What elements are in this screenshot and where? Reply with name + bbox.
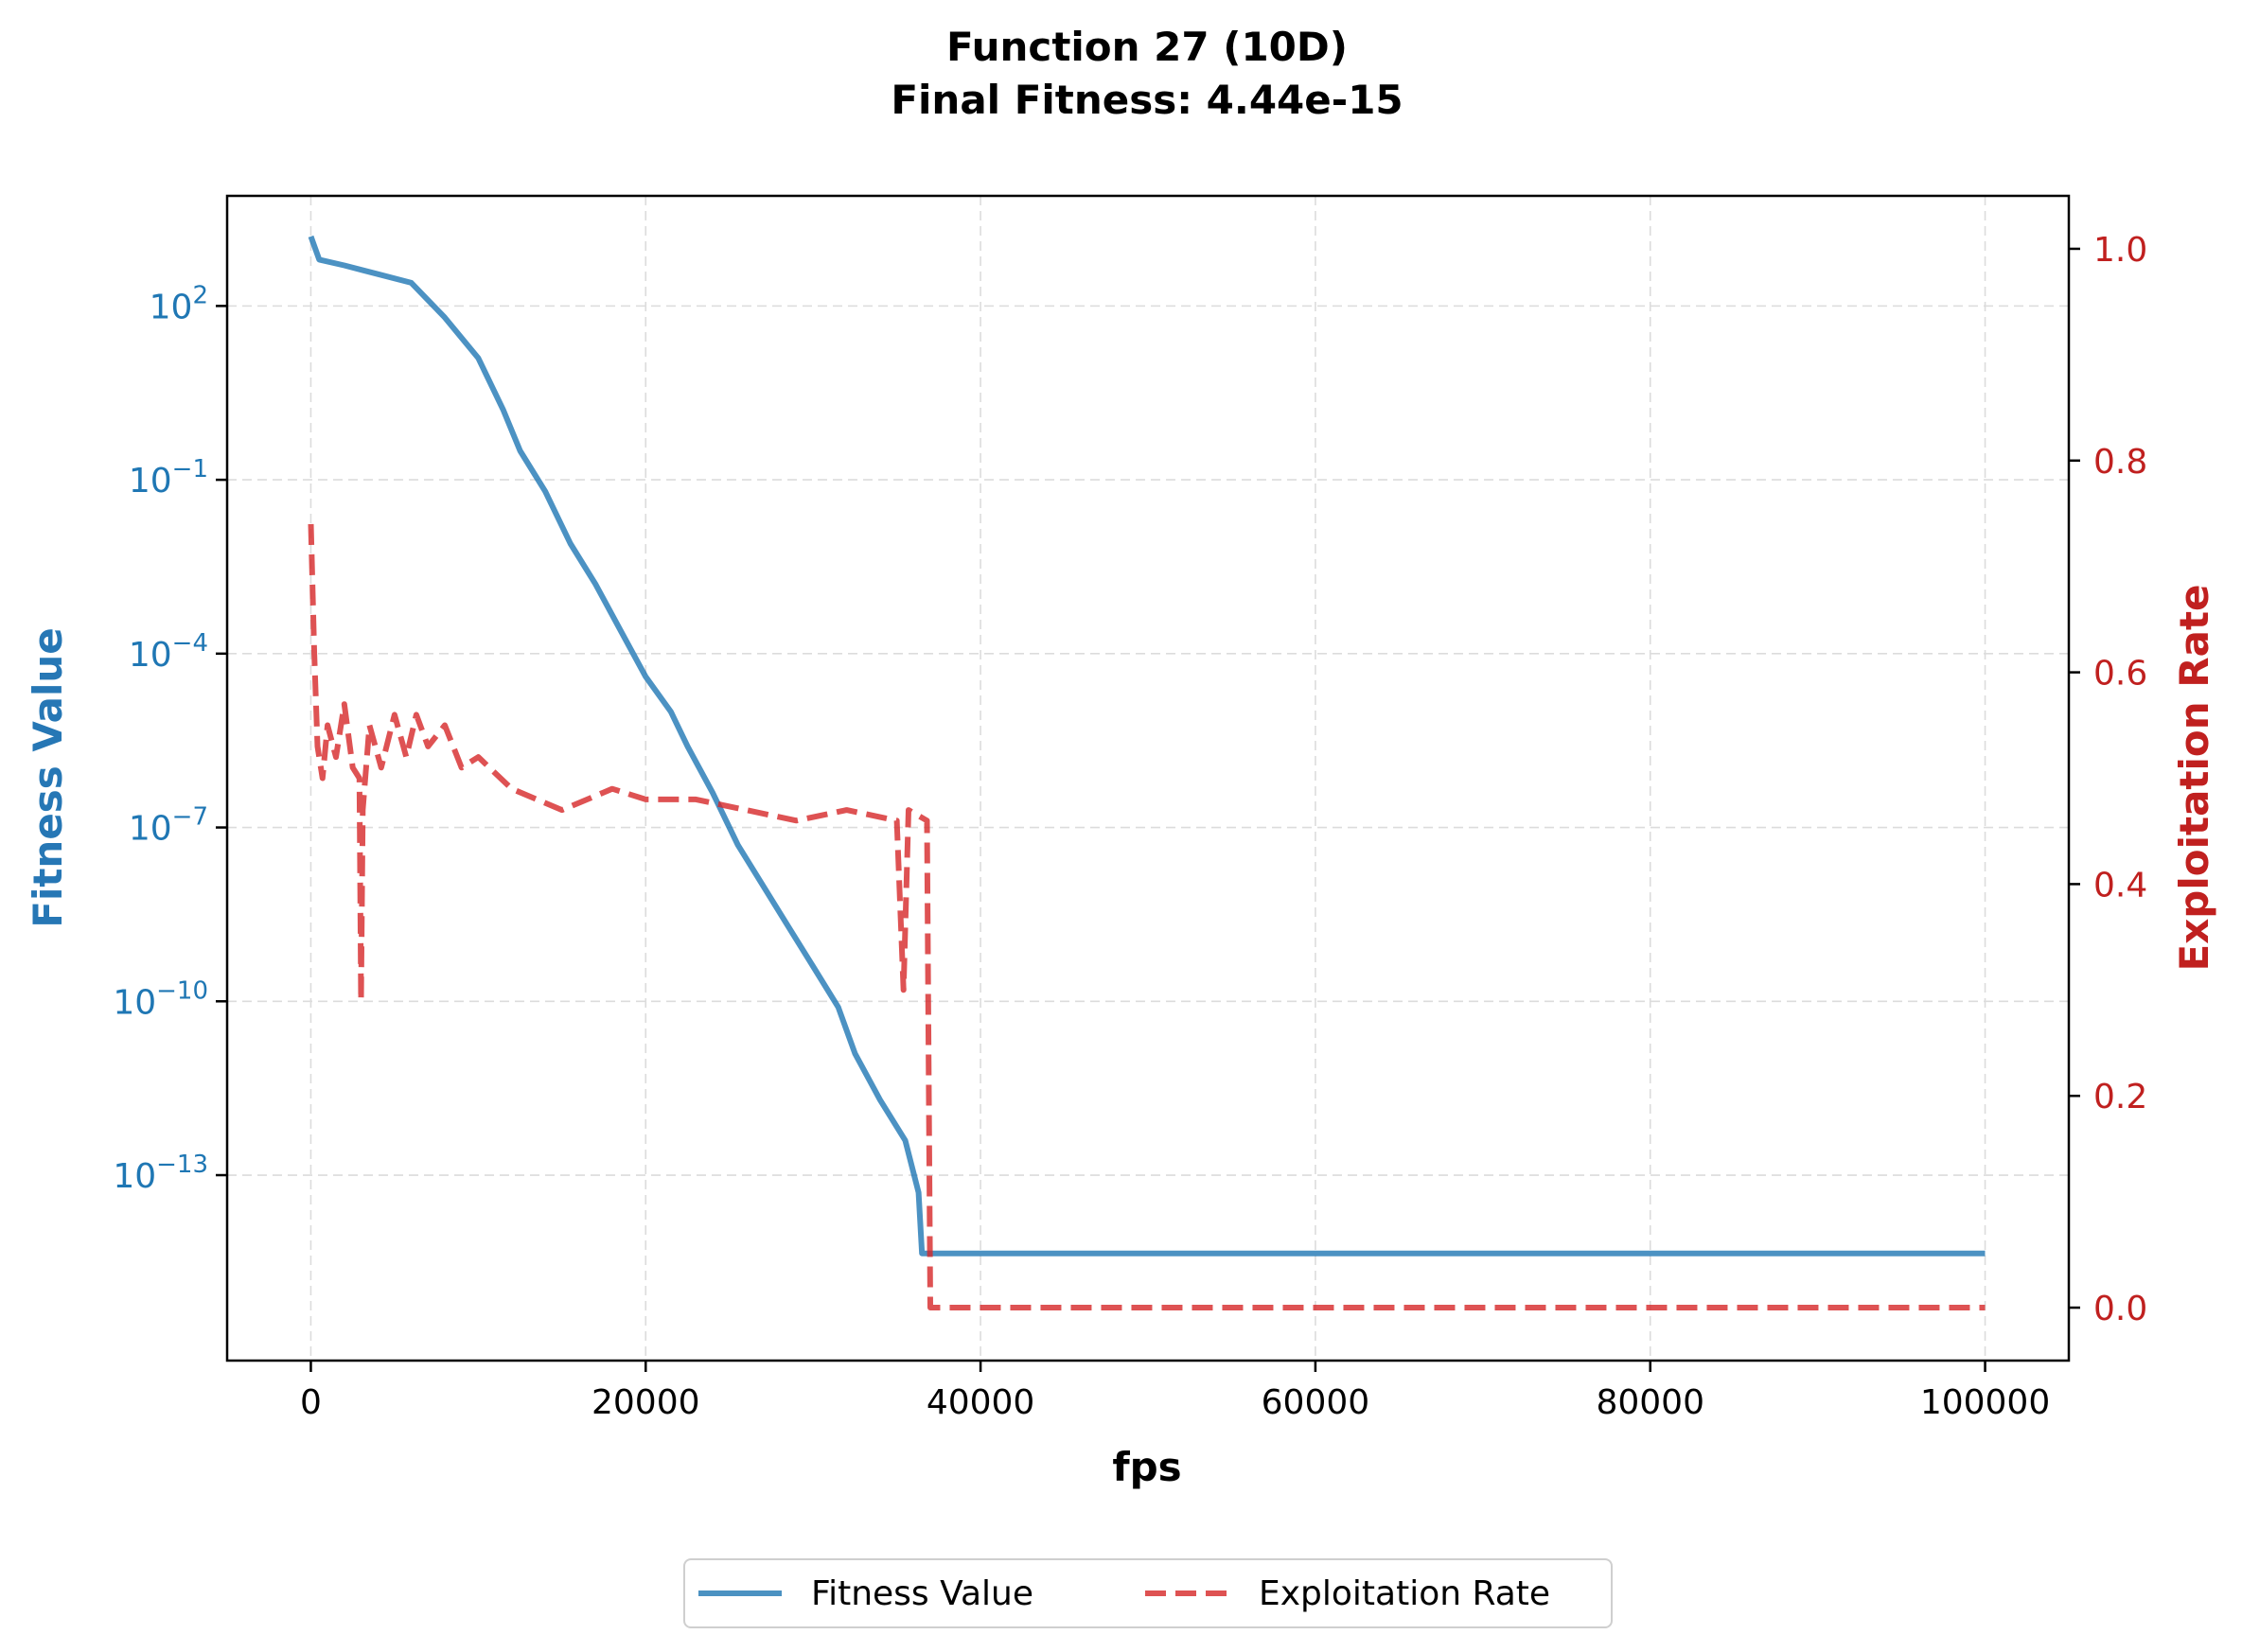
chart-subtitle: Final Fitness: 4.44e-15 [891, 77, 1403, 123]
x-axis-label: fps [1112, 1444, 1181, 1490]
x-tick-label: 40000 [927, 1383, 1035, 1422]
y2-tick-label: 1.0 [2093, 231, 2147, 270]
legend-label-fitness: Fitness Value [811, 1574, 1033, 1613]
x-tick-label: 20000 [591, 1383, 700, 1422]
chart-title: Function 27 (10D) [946, 24, 1348, 70]
y-tick-label: 10−13 [113, 1151, 208, 1196]
y-tick-label: 10−4 [129, 629, 208, 675]
legend-label-exploitation: Exploitation Rate [1259, 1574, 1550, 1613]
y-ticks: 102 10−1 10−4 10−7 10−10 10−13 [113, 281, 227, 1196]
x-tick-label: 60000 [1262, 1383, 1370, 1422]
plot-frame [225, 194, 2071, 1362]
y2-ticks: 0.0 0.2 0.4 0.6 0.8 1.0 [2069, 231, 2147, 1328]
series-line-exploitation [308, 523, 1986, 1310]
y2-axis-label: Exploitation Rate [2171, 584, 2217, 971]
y2-tick-label: 0.4 [2093, 866, 2147, 905]
series-layer [308, 235, 1986, 1310]
x-tick-label: 0 [300, 1383, 322, 1422]
x-tick-label: 80000 [1596, 1383, 1704, 1422]
y2-tick-label: 0.8 [2093, 443, 2147, 482]
y-tick-label: 10−10 [113, 976, 208, 1022]
y2-tick-label: 0.2 [2093, 1078, 2147, 1116]
grid-layer [227, 196, 2069, 1361]
x-ticks: 0 20000 40000 60000 80000 100000 [300, 1361, 2050, 1422]
x-tick-label: 100000 [1920, 1383, 2050, 1422]
y-tick-label: 10−1 [129, 455, 208, 501]
legend: Fitness Value Exploitation Rate [683, 1558, 1613, 1628]
y2-tick-label: 0.6 [2093, 655, 2147, 694]
y-axis-label: Fitness Value [25, 627, 71, 928]
y2-tick-label: 0.0 [2093, 1290, 2147, 1328]
y-tick-label: 102 [150, 281, 208, 326]
series-line-fitness [308, 235, 1986, 1257]
y-tick-label: 10−7 [129, 803, 208, 849]
